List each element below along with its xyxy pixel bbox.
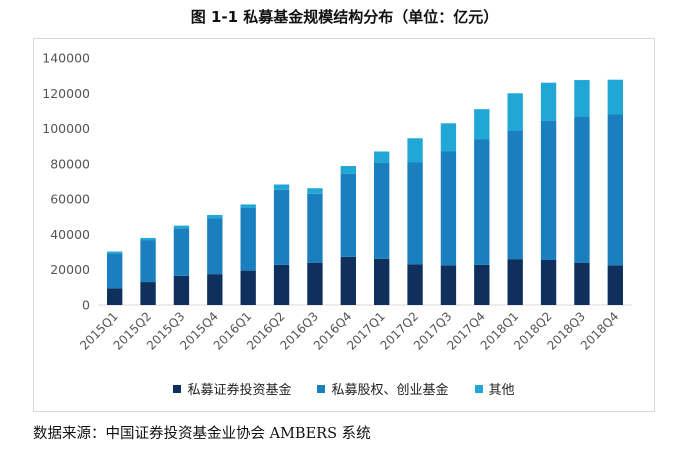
bar-segment-other bbox=[574, 80, 590, 117]
chart-legend: 私募证券投资基金 私募股权、创业基金 其他 bbox=[33, 379, 655, 398]
bar-segment-securities bbox=[307, 262, 323, 305]
bar-segment-other bbox=[273, 184, 290, 190]
y-tick-label: 20000 bbox=[50, 262, 90, 277]
bar-segment-equity bbox=[474, 139, 490, 265]
bar-segment-equity bbox=[407, 162, 423, 265]
legend-item-securities: 私募证券投资基金 bbox=[173, 379, 291, 398]
bar-segment-other bbox=[540, 82, 557, 121]
bar-segment-securities bbox=[574, 262, 590, 305]
bar-segment-equity bbox=[607, 114, 623, 266]
bar-segment-other bbox=[307, 188, 323, 194]
chart-title: 图 1-1 私募基金规模结构分布（单位：亿元） bbox=[190, 8, 499, 26]
bar-segment-securities bbox=[540, 260, 557, 305]
legend-label-other: 其他 bbox=[488, 383, 515, 398]
bar-segment-other bbox=[173, 225, 190, 229]
y-tick-label: 140000 bbox=[42, 51, 90, 66]
bar-segment-equity bbox=[307, 193, 323, 263]
source-note: 数据来源：中国证券投资基金业协会 AMBERS 系统 bbox=[33, 426, 371, 442]
y-tick-label: 100000 bbox=[42, 121, 90, 136]
bar-segment-other bbox=[207, 215, 223, 219]
legend-label-securities: 私募证券投资基金 bbox=[187, 383, 292, 398]
bar-segment-other bbox=[440, 123, 457, 152]
bar-segment-other bbox=[507, 93, 523, 131]
bar-segment-equity bbox=[207, 218, 223, 275]
bar-segment-securities bbox=[607, 265, 623, 305]
bar-segment-securities bbox=[207, 274, 223, 305]
bar-segment-securities bbox=[140, 282, 156, 305]
y-tick-label: 60000 bbox=[50, 192, 90, 207]
bar-segment-securities bbox=[407, 264, 423, 305]
bar-segment-equity bbox=[340, 173, 356, 257]
bar-segment-securities bbox=[507, 259, 523, 305]
bar-segment-equity bbox=[574, 116, 590, 263]
bar-segment-securities bbox=[374, 258, 390, 305]
bar-segment-equity bbox=[173, 228, 190, 276]
bar-segment-other bbox=[607, 79, 623, 115]
bar-segment-other bbox=[107, 251, 123, 254]
legend-label-equity: 私募股权、创业基金 bbox=[331, 383, 449, 398]
bar-segment-other bbox=[374, 151, 390, 163]
bar-segment-equity bbox=[440, 151, 457, 266]
bar-segment-other bbox=[407, 138, 423, 163]
bar-segment-securities bbox=[273, 264, 290, 305]
y-tick-label: 120000 bbox=[42, 86, 90, 101]
bar-segment-securities bbox=[107, 288, 123, 305]
legend-swatch-other bbox=[474, 384, 483, 393]
y-tick-label: 80000 bbox=[50, 156, 90, 171]
bar-segment-securities bbox=[474, 264, 490, 305]
bar-segment-securities bbox=[440, 265, 457, 305]
bar-segment-securities bbox=[340, 256, 356, 305]
legend-swatch-equity bbox=[317, 384, 326, 393]
bar-segment-securities bbox=[240, 270, 256, 305]
bar-segment-equity bbox=[240, 207, 256, 271]
bar-segment-equity bbox=[507, 130, 523, 260]
legend-item-equity: 私募股权、创业基金 bbox=[317, 379, 449, 398]
y-tick-label: 40000 bbox=[50, 227, 90, 242]
bar-segment-securities bbox=[173, 275, 190, 305]
bar-segment-equity bbox=[140, 240, 156, 283]
legend-swatch-securities bbox=[173, 384, 182, 393]
bar-segment-equity bbox=[540, 120, 557, 261]
bar-segment-other bbox=[340, 165, 356, 174]
bar-segment-equity bbox=[273, 189, 290, 265]
chart-frame bbox=[33, 38, 655, 412]
bar-segment-equity bbox=[107, 253, 123, 289]
bar-segment-other bbox=[474, 109, 490, 140]
legend-item-other: 其他 bbox=[474, 379, 515, 398]
bar-segment-other bbox=[140, 237, 156, 241]
bar-segment-equity bbox=[374, 162, 390, 259]
bar-segment-other bbox=[240, 204, 256, 208]
y-tick-label: 0 bbox=[82, 298, 90, 313]
